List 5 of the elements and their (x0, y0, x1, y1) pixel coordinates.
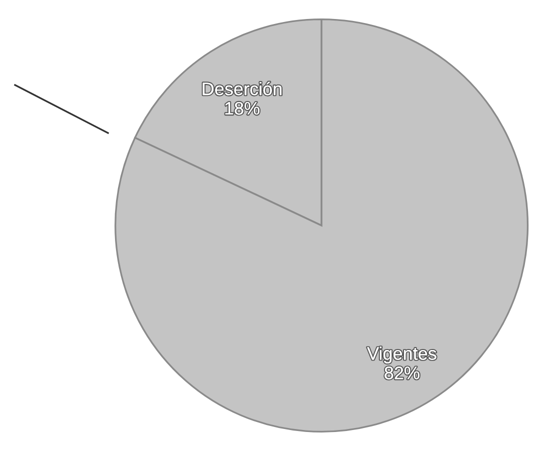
pie-slice (114, 18, 529, 433)
data-label: 82% (384, 366, 420, 380)
slice-label: Vigentes (367, 346, 436, 364)
slice-label: Deserción (202, 82, 282, 96)
data-label: 18% (225, 102, 260, 115)
